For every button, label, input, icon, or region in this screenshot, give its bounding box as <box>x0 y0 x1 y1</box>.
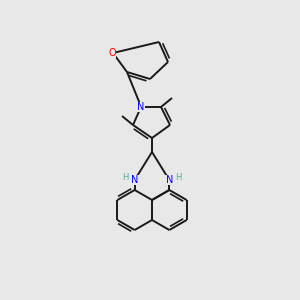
Text: H: H <box>122 173 129 182</box>
Text: O: O <box>108 48 116 58</box>
Text: N: N <box>137 102 145 112</box>
Text: N: N <box>131 175 138 185</box>
Text: N: N <box>166 175 173 185</box>
Text: H: H <box>175 173 182 182</box>
